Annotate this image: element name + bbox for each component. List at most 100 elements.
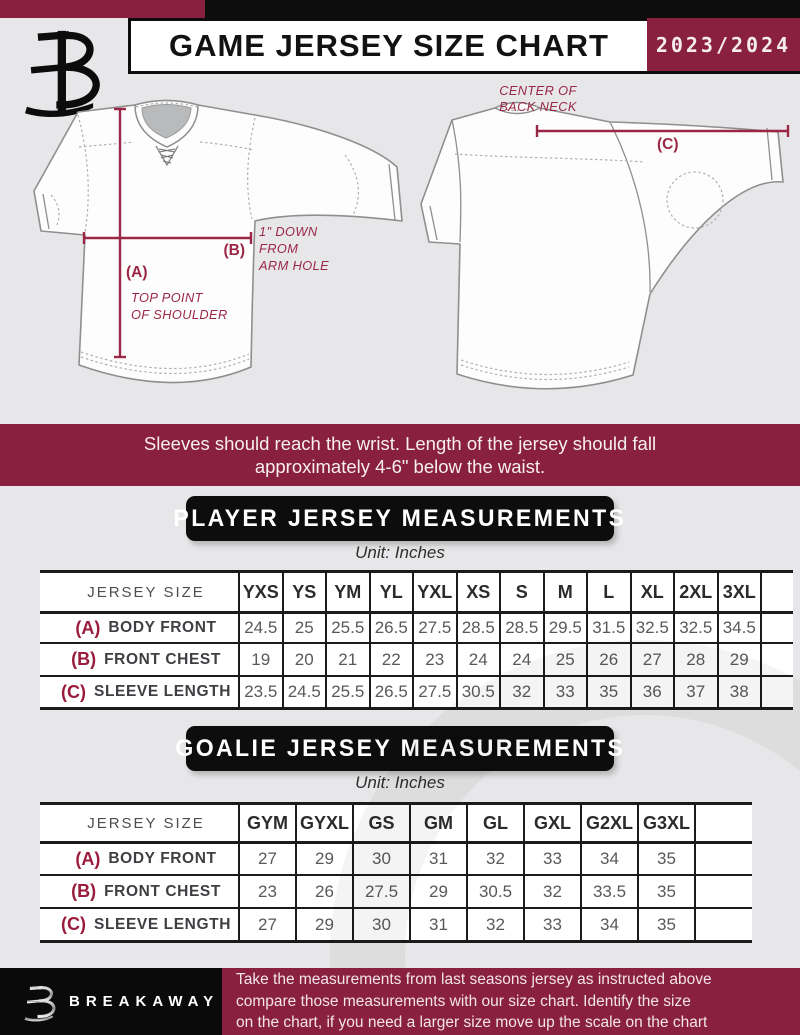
label-b: (B)	[223, 242, 245, 259]
value-cell: 37	[673, 675, 717, 707]
size-column-header: GYM	[238, 805, 295, 841]
a-note-line2: OF SHOULDER	[131, 307, 228, 322]
measurement-line-c	[535, 125, 790, 137]
size-column-header: M	[542, 573, 587, 611]
value-cell: 24.5	[238, 611, 282, 642]
value-cell	[694, 874, 752, 907]
value-cell: 31.5	[586, 611, 630, 642]
fit-notice-line1: Sleeves should reach the wrist. Length o…	[143, 433, 657, 454]
value-cell: 28.5	[499, 611, 543, 642]
goalie-section-banner: GOALIE JERSEY MEASUREMENTS	[175, 726, 623, 771]
player-section-banner: PLAYER JERSEY MEASUREMENTS	[174, 496, 624, 541]
value-cell	[694, 907, 752, 940]
value-cell: 23	[412, 642, 456, 675]
back-stitch-seams	[454, 105, 724, 381]
value-cell: 33	[523, 907, 580, 940]
value-cell: 29	[716, 642, 760, 675]
front-jersey-outline	[33, 99, 403, 384]
row-letter: (A)	[75, 848, 101, 869]
size-column-header: GL	[466, 805, 523, 841]
size-column-header: XL	[629, 573, 674, 611]
footer-logo-icon	[24, 985, 56, 1021]
footer-line1: Take the measurements from last seasons …	[236, 971, 712, 989]
value-cell: 26	[586, 642, 630, 675]
value-cell	[760, 675, 793, 707]
measurement-row-label: (B) FRONT CHEST	[40, 874, 238, 907]
back-collar	[494, 107, 541, 115]
size-column-header: GM	[409, 805, 466, 841]
front-cuff-lines	[42, 163, 396, 230]
table-corner-label: JERSEY SIZE	[87, 583, 205, 601]
c-note-line1: CENTER OF	[499, 83, 577, 98]
b-note-line3: ARM HOLE	[258, 258, 329, 273]
value-cell: 36	[629, 675, 673, 707]
footer-line2: compare those measurements with our size…	[236, 992, 691, 1010]
table-corner-label: JERSEY SIZE	[87, 814, 205, 832]
back-jersey-outline	[420, 101, 784, 390]
player-section-title: PLAYER JERSEY MEASUREMENTS	[173, 504, 627, 532]
size-column-header: 3XL	[716, 573, 761, 611]
value-cell: 32	[466, 907, 523, 940]
season-label: 2023/2024	[655, 32, 792, 57]
size-column-header: YL	[368, 573, 413, 611]
value-cell: 25	[542, 642, 586, 675]
collar-inner	[141, 104, 192, 139]
front-jersey-diagram: (B) 1" DOWN FROM ARM HOLE (A) TOP POINT …	[33, 99, 403, 384]
measurement-row-label: (C) SLEEVE LENGTH	[40, 675, 238, 707]
value-cell	[694, 841, 752, 874]
size-column-header: GS	[352, 805, 409, 841]
top-maroon-band	[0, 0, 205, 18]
back-jersey-diagram: CENTER OF BACK NECK (C)	[420, 83, 790, 390]
row-title: BODY FRONT	[108, 850, 217, 867]
value-cell: 27.5	[412, 611, 456, 642]
footer: BREAKAWAY Take the measurements from las…	[0, 968, 800, 1035]
value-cell: 30	[352, 907, 409, 940]
goalie-unit-label: Unit: Inches	[355, 773, 445, 792]
value-cell: 28.5	[455, 611, 499, 642]
footer-instructions: Take the measurements from last seasons …	[222, 968, 800, 1035]
goalie-size-table: JERSEY SIZE GYM GYXL GS GM GL GXL G2XL G3XL (A) BO…	[40, 802, 752, 943]
label-a: (A)	[126, 264, 148, 281]
value-cell: 30	[352, 841, 409, 874]
measurement-row-label: (A) BODY FRONT	[40, 841, 238, 874]
row-letter: (B)	[71, 881, 97, 901]
value-cell: 31	[409, 907, 466, 940]
size-column-header: GYXL	[295, 805, 352, 841]
size-column-header: YXL	[412, 573, 456, 611]
value-cell: 31	[409, 841, 466, 874]
value-cell	[760, 642, 793, 675]
fit-notice-line2: approximately 4-6" below the waist.	[254, 456, 546, 477]
a-note-line1: TOP POINT	[131, 290, 204, 305]
value-cell: 30.5	[466, 874, 523, 907]
value-cell: 35	[637, 841, 694, 874]
size-column-header: YM	[325, 573, 369, 611]
size-column-header: L	[586, 573, 630, 611]
value-cell: 24	[499, 642, 543, 675]
value-cell: 35	[637, 874, 694, 907]
value-cell: 29	[295, 907, 352, 940]
size-column-header: GXL	[523, 805, 580, 841]
goalie-section-title: GOALIE JERSEY MEASUREMENTS	[175, 734, 625, 762]
row-letter: (B)	[71, 649, 97, 669]
value-cell	[760, 611, 793, 642]
size-column-header: G3XL	[637, 805, 694, 841]
size-column-header: G2XL	[580, 805, 637, 841]
measurement-row-label: (B) FRONT CHEST	[40, 642, 238, 675]
value-cell: 35	[637, 907, 694, 940]
size-column-header	[694, 805, 752, 841]
value-cell: 25	[281, 611, 325, 642]
value-cell: 23	[238, 874, 295, 907]
value-cell: 26	[295, 874, 352, 907]
value-cell: 24	[455, 642, 499, 675]
value-cell: 25.5	[325, 611, 369, 642]
value-cell: 29.5	[542, 611, 586, 642]
value-cell: 25.5	[325, 675, 369, 707]
value-cell: 32.5	[673, 611, 717, 642]
value-cell: 20	[281, 642, 325, 675]
fit-notice-banner: Sleeves should reach the wrist. Length o…	[0, 424, 800, 486]
size-column-header: S	[499, 573, 543, 611]
value-cell: 29	[409, 874, 466, 907]
value-cell: 32	[499, 675, 543, 707]
value-cell: 19	[238, 642, 282, 675]
